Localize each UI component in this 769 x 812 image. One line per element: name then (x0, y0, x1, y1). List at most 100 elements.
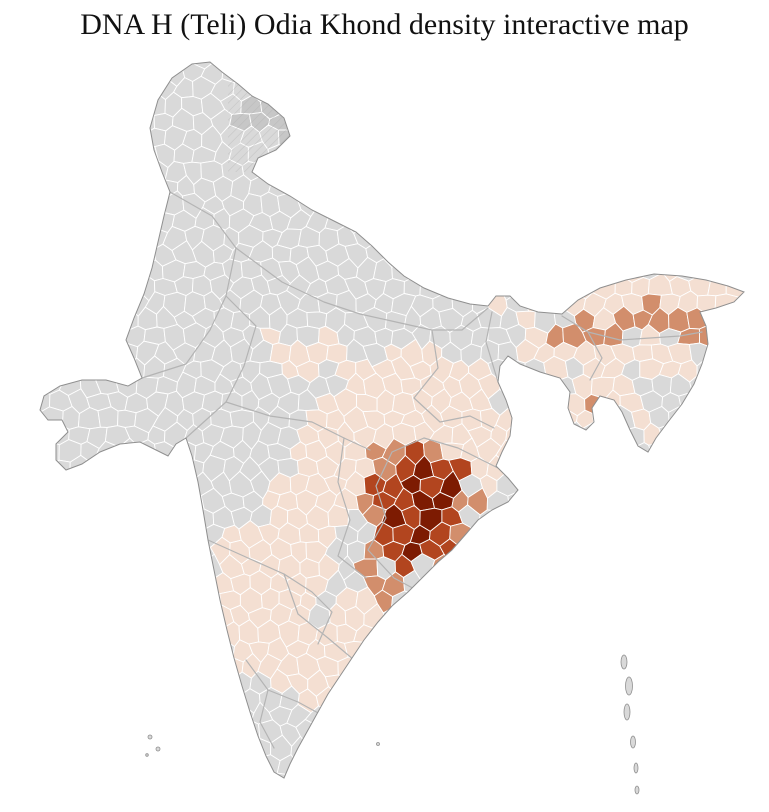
district-cell[interactable] (518, 273, 538, 299)
district-cell[interactable] (600, 487, 624, 511)
district-cell[interactable] (479, 738, 502, 761)
district-cell[interactable] (126, 522, 148, 546)
district-cell[interactable] (668, 437, 689, 463)
district-cell[interactable] (705, 441, 731, 464)
district-cell[interactable] (98, 571, 122, 598)
district-cell[interactable] (23, 244, 44, 266)
district-cell[interactable] (438, 705, 460, 730)
district-cell[interactable] (536, 111, 560, 133)
district-cell[interactable] (528, 158, 548, 181)
district-cell[interactable] (517, 437, 540, 464)
district-cell[interactable] (117, 571, 136, 596)
district-cell[interactable] (518, 605, 538, 628)
district-cell[interactable] (352, 687, 378, 714)
district-cell[interactable] (145, 523, 167, 549)
district-cell[interactable] (105, 719, 131, 747)
district-cell[interactable] (667, 508, 693, 530)
district-cell[interactable] (166, 558, 186, 580)
district-cell[interactable] (715, 389, 738, 413)
district-cell[interactable] (525, 751, 549, 777)
district-cell[interactable] (515, 46, 539, 69)
district-cell[interactable] (735, 63, 757, 84)
district-cell[interactable] (77, 737, 100, 763)
district-cell[interactable] (343, 145, 369, 168)
district-cell[interactable] (153, 470, 178, 494)
district-cell[interactable] (336, 158, 358, 181)
district-cell[interactable] (687, 804, 710, 812)
district-cell[interactable] (689, 507, 708, 529)
district-cell[interactable] (518, 77, 536, 101)
district-cell[interactable] (658, 652, 682, 677)
district-cell[interactable] (162, 752, 188, 777)
district-cell[interactable] (745, 771, 767, 794)
district-cell[interactable] (172, 738, 197, 758)
district-cell[interactable] (496, 42, 518, 68)
district-cell[interactable] (697, 656, 717, 677)
district-cell[interactable] (396, 785, 415, 811)
district-cell[interactable] (632, 212, 654, 234)
district-cell[interactable] (495, 771, 520, 794)
district-cell[interactable] (30, 93, 51, 116)
district-cell[interactable] (114, 42, 140, 69)
district-cell[interactable] (105, 162, 126, 185)
district-cell[interactable] (316, 190, 338, 216)
district-cell[interactable] (125, 786, 145, 811)
district-cell[interactable] (555, 736, 578, 761)
district-cell[interactable] (374, 756, 394, 775)
district-cell[interactable] (638, 61, 664, 82)
district-cell[interactable] (591, 409, 612, 429)
district-cell[interactable] (77, 704, 102, 725)
district-cell[interactable] (95, 342, 118, 362)
district-cell[interactable] (583, 588, 608, 614)
district-cell[interactable] (753, 92, 769, 116)
district-cell[interactable] (212, 773, 234, 792)
district-cell[interactable] (306, 802, 330, 812)
district-cell[interactable] (457, 771, 483, 791)
district-cell[interactable] (562, 488, 588, 515)
district-cell[interactable] (487, 525, 509, 548)
district-cell[interactable] (630, 804, 652, 812)
district-cell[interactable] (495, 143, 521, 166)
district-cell[interactable] (705, 572, 729, 594)
district-cell[interactable] (650, 210, 673, 236)
district-cell[interactable] (686, 574, 708, 593)
district-cell[interactable] (603, 688, 624, 709)
district-cell[interactable] (756, 554, 769, 576)
district-cell[interactable] (96, 277, 121, 296)
district-cell[interactable] (106, 358, 130, 382)
district-cell[interactable] (687, 47, 712, 71)
district-cell[interactable] (182, 720, 204, 744)
district-cell[interactable] (126, 193, 150, 216)
district-cell[interactable] (609, 110, 633, 132)
district-cell[interactable] (604, 422, 626, 445)
district-cell[interactable] (133, 439, 158, 462)
district-cell[interactable] (715, 159, 737, 182)
district-cell[interactable] (575, 75, 597, 103)
district-cell[interactable] (517, 210, 537, 231)
district-cell[interactable] (429, 226, 454, 251)
district-cell[interactable] (575, 142, 598, 167)
district-cell[interactable] (748, 543, 765, 562)
district-cell[interactable] (552, 769, 578, 795)
district-cell[interactable] (514, 178, 541, 200)
district-cell[interactable] (757, 587, 769, 610)
district-cell[interactable] (648, 109, 674, 135)
district-cell[interactable] (40, 47, 64, 65)
district-cell[interactable] (478, 242, 502, 269)
district-cell[interactable] (242, 786, 261, 809)
district-cell[interactable] (526, 490, 547, 514)
district-cell[interactable] (162, 653, 187, 679)
district-cell[interactable] (756, 458, 769, 480)
district-cell[interactable] (104, 554, 128, 579)
district-cell[interactable] (343, 702, 368, 729)
district-cell[interactable] (735, 388, 758, 413)
district-cell[interactable] (269, 74, 292, 98)
district-cell[interactable] (61, 674, 83, 696)
district-cell[interactable] (458, 706, 479, 730)
district-cell[interactable] (162, 688, 183, 713)
district-cell[interactable] (48, 60, 71, 84)
district-cell[interactable] (630, 706, 654, 728)
district-cell[interactable] (546, 427, 569, 447)
district-cell[interactable] (461, 43, 479, 71)
district-cell[interactable] (727, 208, 746, 234)
